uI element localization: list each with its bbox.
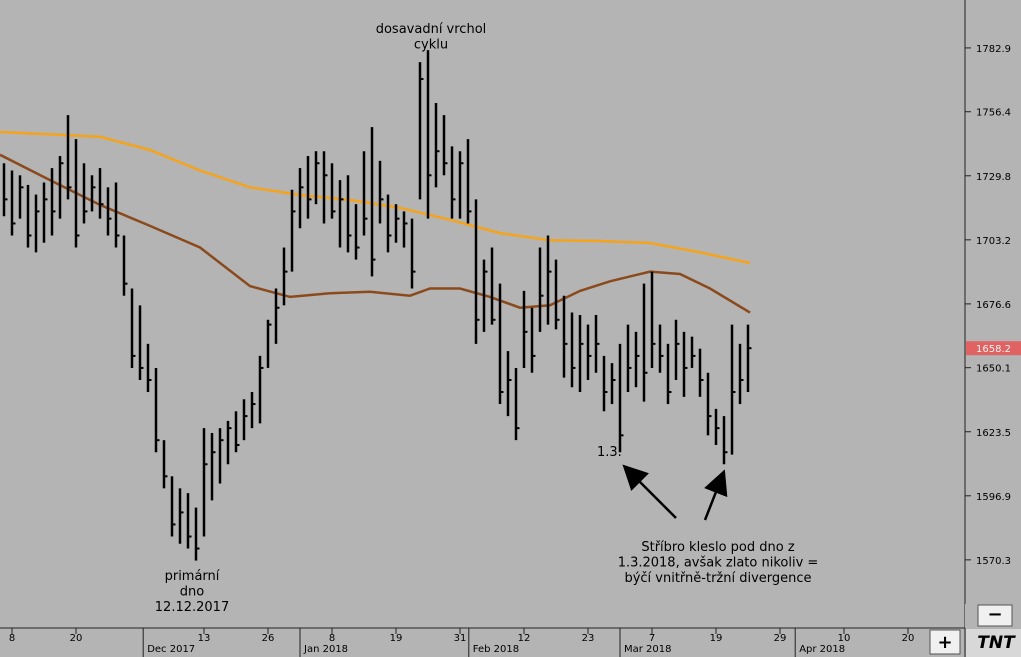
month-label: Apr 2018 [799,644,845,655]
y-tick-label: 1756.4 [976,108,1011,119]
y-tick-label: 1729.8 [976,172,1011,183]
x-tick-label: 10 [838,633,851,644]
x-tick-label: 7 [649,633,655,644]
logo: TNT [977,633,1016,653]
annotation: 1.3.2018, avšak zlato nikoliv = [618,556,819,571]
annotation: býčí vnitřně-tržní divergence [624,571,811,586]
y-tick-label: 1650.1 [976,364,1011,375]
x-tick-label: 20 [902,633,915,644]
moving-average [0,130,751,265]
y-tick-label: 1703.2 [976,236,1011,247]
x-tick-label: 20 [70,633,83,644]
logo-box [966,629,1021,657]
arrow [622,464,677,519]
moving-average [0,153,751,314]
last-price-label: 1658.2 [976,344,1011,355]
arrow [703,469,728,521]
x-tick-label: 31 [454,633,467,644]
x-tick-label: 8 [9,633,15,644]
x-tick-label: 19 [710,633,723,644]
x-tick-label: 13 [198,633,211,644]
x-tick-label: 8 [329,633,335,644]
annotation: 12.12.2017 [155,600,229,615]
annotation: dno [180,585,204,600]
y-tick-label: 1676.6 [976,300,1011,311]
x-tick-label: 26 [262,633,275,644]
month-label: Feb 2018 [473,644,519,655]
last-price-box [966,341,1021,356]
y-tick-label: 1782.9 [976,44,1011,55]
zoom-out-button[interactable] [977,604,1013,627]
x-tick-label: 12 [518,633,531,644]
annotation: cyklu [414,38,448,53]
x-tick-label: 29 [774,633,787,644]
zoom-in-button[interactable] [929,629,961,655]
y-tick-label: 1623.5 [976,428,1011,439]
annotation: 1.3. [597,445,622,460]
annotation: Stříbro kleslo pod dno z [641,540,794,555]
annotation: primární [165,569,220,584]
y-tick-label: 1596.9 [976,492,1011,503]
zoom-in-label: + [937,632,952,653]
zoom-out-label: − [987,604,1002,625]
y-tick-label: 1570.3 [976,556,1011,567]
x-tick-label: 23 [582,633,595,644]
annotation: dosavadní vrchol [376,22,487,37]
month-label: Mar 2018 [624,644,672,655]
month-label: Jan 2018 [303,644,348,655]
x-tick-label: 19 [390,633,403,644]
month-label: Dec 2017 [147,644,195,655]
